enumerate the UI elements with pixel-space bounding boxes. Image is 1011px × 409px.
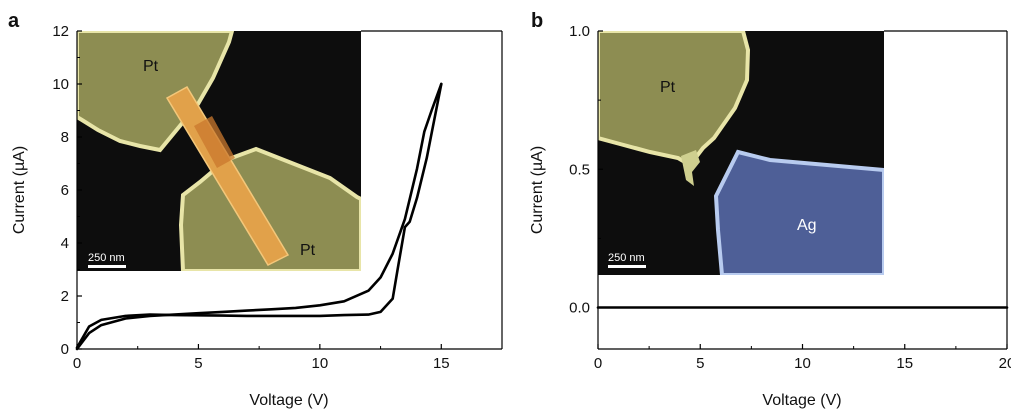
panel-a-ytick-label: 4: [61, 235, 69, 252]
inset-a-label-bottom: Pt: [300, 242, 316, 259]
inset-b-scalebar: [608, 265, 646, 268]
panel-b-xtick-label: 15: [896, 355, 913, 372]
panel-a-ytick-label: 8: [61, 129, 69, 146]
panel-b-letter: b: [531, 10, 543, 32]
panel-a-ytick-label: 2: [61, 288, 69, 305]
panel-a-xtick-label: 10: [312, 355, 329, 372]
panel-b-ytick-label: 0.0: [569, 300, 590, 317]
inset-a-scalebar-label: 250 nm: [88, 252, 125, 264]
panel-a-ylabel: Current (µA): [11, 146, 28, 234]
panel-a-series-1: [75, 82, 443, 351]
panel-b: b Pt Ag 250 nm 0 5 10 15 20 0.0 0.5 1.0 Voltage…: [529, 10, 1011, 409]
panel-b-xtick-label: 10: [794, 355, 811, 372]
panel-b-ticks: 0 5 10 15 20 0.0 0.5 1.0: [569, 23, 1011, 372]
inset-b-electrode-ag: [713, 149, 884, 275]
panel-a-xtick-label: 5: [194, 355, 202, 372]
panel-a-ytick-label: 12: [52, 23, 69, 40]
panel-b-xtick-label: 20: [999, 355, 1011, 372]
inset-a-electrode-top: [77, 31, 235, 153]
inset-b-pt-tip: [681, 150, 700, 186]
panel-a-ticks: 0 5 10 15 0 2 4 6 8 10 12: [52, 23, 449, 372]
panel-b-ytick-label: 1.0: [569, 23, 590, 40]
panel-a-series-2: [75, 82, 443, 350]
panel-a-ytick-label: 10: [52, 76, 69, 93]
inset-b-sem-image: Pt Ag 250 nm: [598, 31, 884, 275]
inset-a-scalebar: [88, 265, 126, 268]
panel-a-xtick-label: 15: [433, 355, 450, 372]
panel-b-xtick-label: 5: [696, 355, 704, 372]
panel-a-letter: a: [8, 10, 20, 32]
inset-b-scalebar-label: 250 nm: [608, 252, 645, 264]
inset-a-label-top: Pt: [143, 58, 159, 75]
inset-b-electrode-pt: [598, 31, 751, 168]
panel-a-xtick-label: 0: [73, 355, 81, 372]
panel-a-series: [75, 82, 443, 351]
panel-a: a Pt Pt 250 nm 0 5 10 15 0 2 4 6 8 10 12 Voltage (…: [8, 10, 503, 409]
panel-a-ytick-label: 0: [61, 341, 69, 358]
panel-b-ytick-label: 0.5: [569, 161, 590, 178]
panel-b-xlabel: Voltage (V): [762, 392, 841, 409]
panel-a-ytick-label: 6: [61, 182, 69, 199]
inset-b-label-ag: Ag: [797, 217, 817, 234]
inset-b-label-pt: Pt: [660, 79, 676, 96]
inset-a-sem-image: Pt Pt 250 nm: [77, 31, 361, 271]
panel-b-xtick-label: 0: [594, 355, 602, 372]
panel-b-ylabel: Current (µA): [529, 146, 546, 234]
panel-a-xlabel: Voltage (V): [249, 392, 328, 409]
